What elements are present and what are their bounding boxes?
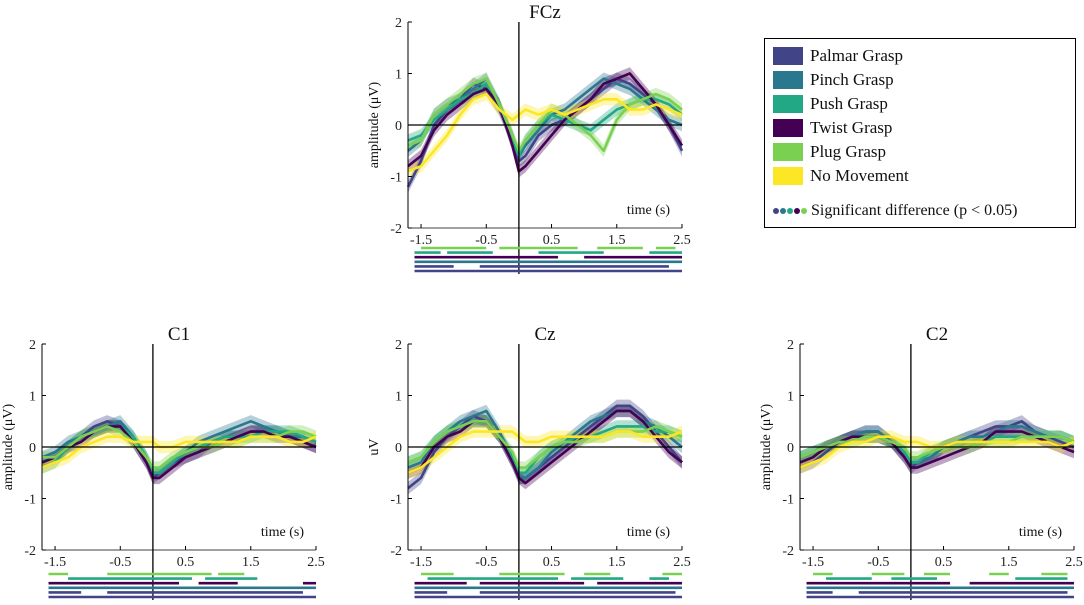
legend-swatch-palmar <box>773 47 803 65</box>
x-tick-label: -1.5 <box>410 555 432 570</box>
series-band-palmar-grasp <box>408 72 682 193</box>
x-tick-label: -1.5 <box>44 555 66 570</box>
y-tick-label: -1 <box>390 171 402 186</box>
y-tick-label: -2 <box>390 222 402 237</box>
series-line-twist-grasp <box>407 409 683 485</box>
series-band-palmar-grasp <box>800 415 1074 474</box>
y-tick-label: 2 <box>787 338 794 353</box>
series-band-plug-grasp <box>408 72 682 157</box>
series-line-twist-grasp <box>799 430 1075 469</box>
panel-c2: 2 1 0 -1 -2 -1.5 -0.5 0.5 1.5 2.5 C2 time (s) amplit… <box>759 324 1083 600</box>
series-line-plug-grasp <box>407 419 683 469</box>
legend-item-no-movement: No Movement <box>773 165 909 187</box>
series-band-twist-grasp <box>408 404 682 490</box>
legend-label-twist: Twist Grasp <box>810 118 893 137</box>
y-tick-label: 0 <box>29 441 36 456</box>
y-axis-label: amplitude (μV) <box>759 403 774 490</box>
y-tick-label: 2 <box>395 16 402 31</box>
y-tick-label: -1 <box>782 493 794 508</box>
series-line-twist-grasp <box>41 425 317 480</box>
series-line-no-movement <box>407 430 683 475</box>
x-tick-label: -0.5 <box>867 555 889 570</box>
legend-swatch-no-movement <box>773 167 803 185</box>
series-band-no-movement <box>408 425 682 479</box>
chart-title: C2 <box>926 324 948 345</box>
y-tick-label: 1 <box>29 390 36 405</box>
chart-title: C1 <box>168 324 190 345</box>
panel-fcz: 2 1 0 -1 -2 -1.5 -0.5 0.5 1.5 2.5 FCz time (s) ampli… <box>367 2 691 274</box>
legend-item-twist: Twist Grasp <box>773 117 892 139</box>
y-tick-label: 0 <box>395 119 402 134</box>
x-tick-label: -1.5 <box>410 233 432 248</box>
x-tick-label: 0.5 <box>935 555 953 570</box>
y-tick-label: 1 <box>395 68 402 83</box>
legend-item-pinch: Pinch Grasp <box>773 69 894 91</box>
chart-title: FCz <box>529 2 561 23</box>
y-tick-label: 0 <box>395 441 402 456</box>
x-axis-label: time (s) <box>627 203 670 218</box>
legend-item-significance: Significant difference (p < 0.05) <box>773 202 1017 220</box>
legend-swatch-pinch <box>773 71 803 89</box>
x-tick-label: 0.5 <box>543 555 561 570</box>
x-tick-label: 2.5 <box>1065 555 1083 570</box>
legend-label-push: Push Grasp <box>810 94 888 113</box>
y-tick-label: -2 <box>782 544 794 559</box>
series-band-plug-grasp <box>408 415 682 474</box>
chart-title: Cz <box>534 324 555 345</box>
y-tick-label: -2 <box>390 544 402 559</box>
y-tick-label: -1 <box>390 493 402 508</box>
x-tick-label: -0.5 <box>475 555 497 570</box>
legend-label-significance: Significant difference (p < 0.05) <box>811 202 1018 219</box>
y-tick-label: 1 <box>395 390 402 405</box>
panel-c1: 2 1 0 -1 -2 -1.5 -0.5 0.5 1.5 2.5 C1 time (s) amplit… <box>1 324 325 600</box>
legend-box: Palmar Grasp Pinch Grasp Push Grasp Twis… <box>764 38 1076 228</box>
x-tick-label: 2.5 <box>673 555 691 570</box>
x-axis-label: time (s) <box>627 525 670 540</box>
y-axis-label: amplitude (μV) <box>1 403 16 490</box>
legend-item-plug: Plug Grasp <box>773 141 886 163</box>
x-tick-label: -1.5 <box>802 555 824 570</box>
legend-label-palmar: Palmar Grasp <box>810 46 904 65</box>
x-tick-label: 1.5 <box>608 233 626 248</box>
y-tick-label: 2 <box>29 338 36 353</box>
legend-swatch-plug <box>773 143 803 161</box>
series-band-twist-grasp <box>408 67 682 178</box>
legend-label-no-movement: No Movement <box>810 166 909 185</box>
legend-label-plug: Plug Grasp <box>810 142 887 161</box>
series-line-plug-grasp <box>799 435 1075 459</box>
series-line-pinch-grasp <box>407 77 683 158</box>
y-tick-label: 1 <box>787 390 794 405</box>
legend-label-pinch: Pinch Grasp <box>810 70 894 89</box>
y-tick-label: -1 <box>24 493 36 508</box>
series-band-push-grasp <box>42 420 316 479</box>
x-tick-label: 2.5 <box>307 555 325 570</box>
x-tick-label: 1.5 <box>608 555 626 570</box>
y-tick-label: -2 <box>24 544 36 559</box>
x-tick-label: 1.5 <box>242 555 260 570</box>
legend-swatch-push <box>773 95 803 113</box>
x-tick-label: -0.5 <box>109 555 131 570</box>
x-tick-label: -0.5 <box>475 233 497 248</box>
x-tick-label: 0.5 <box>543 233 561 248</box>
series-band-palmar-grasp <box>408 399 682 495</box>
significance-dots-icon <box>773 208 808 214</box>
y-axis-label: uV <box>367 438 382 455</box>
x-tick-label: 2.5 <box>673 233 691 248</box>
legend-item-push: Push Grasp <box>773 93 888 115</box>
series-line-no-movement <box>407 92 683 173</box>
x-axis-label: time (s) <box>261 525 304 540</box>
series-band-no-movement <box>42 430 316 474</box>
x-tick-label: 0.5 <box>177 555 195 570</box>
x-axis-label: time (s) <box>1019 525 1062 540</box>
y-tick-label: 2 <box>395 338 402 353</box>
series-band-pinch-grasp <box>42 415 316 479</box>
panel-cz: 2 1 0 -1 -2 -1.5 -0.5 0.5 1.5 2.5 Cz time (s) uV <box>367 324 691 600</box>
y-tick-label: 0 <box>787 441 794 456</box>
x-tick-label: 1.5 <box>1000 555 1018 570</box>
legend-item-palmar: Palmar Grasp <box>773 45 903 67</box>
legend-swatch-twist <box>773 119 803 137</box>
series-line-twist-grasp <box>407 72 684 173</box>
y-axis-label: amplitude (μV) <box>367 81 382 168</box>
